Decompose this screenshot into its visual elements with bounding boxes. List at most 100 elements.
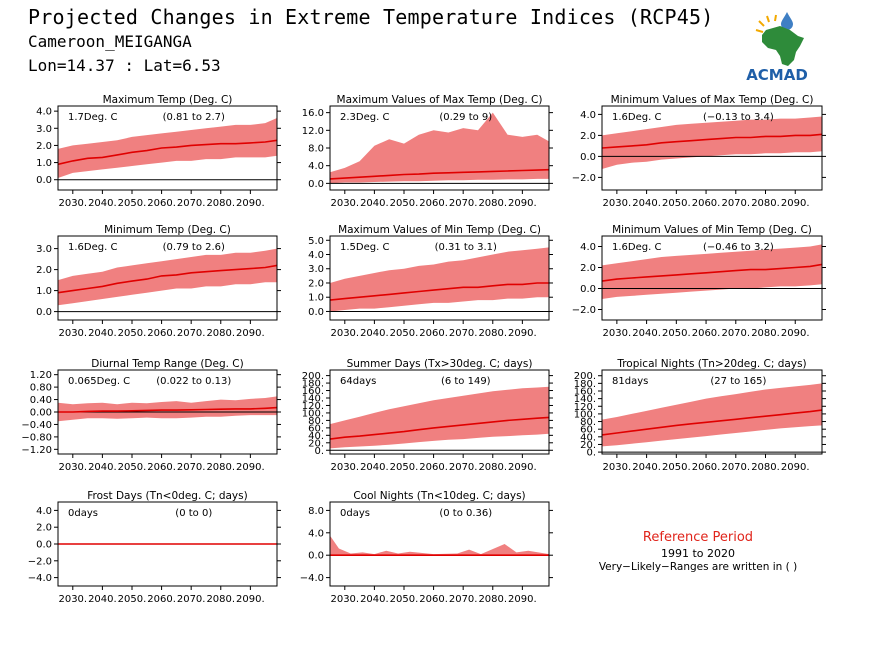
station-coordinates: Lon=14.37 : Lat=6.53 <box>28 56 221 75</box>
mean-change-label: 64days <box>340 376 376 387</box>
chart-title: Diurnal Temp Range (Deg. C) <box>91 358 243 370</box>
range-label: (0.81 to 2.7) <box>163 112 225 123</box>
y-tick-label: 8.0 <box>308 144 324 155</box>
x-tick-label: 2060. <box>147 462 176 473</box>
x-tick-label: 2050. <box>118 594 147 605</box>
chart-title: Maximum Values of Max Temp (Deg. C) <box>337 94 543 106</box>
x-tick-label: 2040. <box>632 198 661 209</box>
range-band <box>602 116 822 169</box>
y-tick-label: −0.80 <box>21 432 52 443</box>
x-tick-label: 2050. <box>118 462 147 473</box>
x-tick-label: 2030. <box>58 594 87 605</box>
x-tick-label: 2050. <box>662 462 691 473</box>
mean-change-label: 2.3Deg. C <box>340 112 389 123</box>
chart-panel: 0.0 1.0 2.0 3.0 4.0 2030. 2040. 2050. 2060. 2070.… <box>36 94 281 209</box>
y-tick-label: 120. <box>302 401 324 412</box>
mean-change-label: 1.7Deg. C <box>68 112 117 123</box>
x-tick-label: 2050. <box>390 462 419 473</box>
y-tick-label: 160. <box>574 387 596 398</box>
y-tick-label: 3.0 <box>36 244 52 255</box>
chart-panel: 0.20.40.60.80.100.120.140.160.180.200. 20… <box>302 358 553 473</box>
x-tick-label: 2080. <box>206 594 235 605</box>
y-tick-label: 12.0 <box>302 126 324 137</box>
median-line <box>601 409 823 436</box>
x-tick-label: 2060. <box>147 198 176 209</box>
range-band <box>58 396 277 422</box>
x-tick-label: 2040. <box>360 328 389 339</box>
median-line <box>601 263 823 282</box>
x-tick-label: 2080. <box>751 198 780 209</box>
x-tick-label: 2030. <box>603 328 632 339</box>
y-tick-label: 0.0 <box>36 307 52 318</box>
x-tick-label: 2070. <box>177 594 206 605</box>
x-tick-label: 2090. <box>236 462 265 473</box>
chart-title: Minimum Values of Min Temp (Deg. C) <box>612 224 812 236</box>
range-band <box>330 247 549 312</box>
mean-change-label: 0days <box>68 508 98 519</box>
x-tick-label: 2090. <box>781 198 810 209</box>
median-line <box>57 264 278 294</box>
x-tick-label: 2040. <box>88 328 117 339</box>
x-tick-label: 2070. <box>721 462 750 473</box>
plot-frame <box>329 501 550 587</box>
x-tick-label: 2040. <box>88 462 117 473</box>
y-tick-label: 0.0 <box>580 152 596 163</box>
x-tick-label: 2050. <box>390 198 419 209</box>
x-tick-label: 2060. <box>419 198 448 209</box>
x-tick-label: 2030. <box>330 594 359 605</box>
x-tick-label: 2060. <box>419 462 448 473</box>
x-tick-label: 2040. <box>88 594 117 605</box>
range-band <box>330 112 549 184</box>
y-tick-label: 80. <box>308 416 324 427</box>
y-tick-label: 1.0 <box>36 286 52 297</box>
chart-panel: 0.0 1.0 2.0 3.0 2030. 2040. 2050. 2060. 2070. 208… <box>36 224 281 339</box>
y-tick-label: 180. <box>302 379 324 390</box>
y-tick-label: 1.20 <box>30 370 52 381</box>
station-name: Cameroon_MEIGANGA <box>28 32 192 51</box>
y-tick-label: 1.0 <box>308 293 324 304</box>
x-tick-label: 2040. <box>360 198 389 209</box>
chart-title: Minimum Values of Max Temp (Deg. C) <box>611 94 814 106</box>
x-tick-label: 2040. <box>360 594 389 605</box>
x-tick-label: 2030. <box>603 462 632 473</box>
x-tick-label: 2030. <box>330 198 359 209</box>
y-tick-label: −2.0 <box>28 556 52 567</box>
y-tick-label: 4.0 <box>36 506 52 517</box>
x-tick-label: 2040. <box>632 328 661 339</box>
x-tick-label: 2080. <box>206 328 235 339</box>
y-tick-label: 5.0 <box>308 236 324 247</box>
y-tick-label: 0.0 <box>308 307 324 318</box>
y-tick-label: 0.0 <box>308 551 324 562</box>
x-tick-label: 2060. <box>419 328 448 339</box>
y-tick-label: 120. <box>574 402 596 413</box>
y-tick-label: 100. <box>302 408 324 419</box>
x-tick-label: 2080. <box>206 198 235 209</box>
x-tick-label: 2060. <box>419 594 448 605</box>
x-tick-label: 2090. <box>508 594 537 605</box>
y-tick-label: 4.0 <box>308 250 324 261</box>
y-tick-label: 2.0 <box>580 131 596 142</box>
y-tick-label: 4.0 <box>580 110 596 121</box>
y-tick-label: 3.0 <box>36 124 52 135</box>
x-tick-label: 2090. <box>236 198 265 209</box>
sun-rays-icon <box>755 14 777 33</box>
africa-map-icon <box>762 26 804 66</box>
y-tick-label: 40. <box>580 432 596 443</box>
x-tick-label: 2080. <box>478 328 507 339</box>
chart-panel: −1.20 −0.80−0.400.00 0.400.80 1.20 2030. 2040… <box>21 358 281 473</box>
x-tick-label: 2070. <box>177 198 206 209</box>
x-tick-label: 2090. <box>236 328 265 339</box>
y-tick-label: 40. <box>308 431 324 442</box>
y-tick-label: −1.20 <box>21 445 52 456</box>
y-tick-label: 4.0 <box>36 107 52 118</box>
reference-period-title: Reference Period <box>642 530 754 545</box>
x-tick-label: 2070. <box>449 198 478 209</box>
y-tick-label: 4.0 <box>580 242 596 253</box>
chart-panel: 0.0 4.0 8.0 12.0 16.0 2030. 2040. 2050. 2060. 207… <box>302 94 553 209</box>
range-label: (27 to 165) <box>710 376 766 387</box>
x-tick-label: 2060. <box>692 462 721 473</box>
median-line <box>601 133 823 149</box>
x-tick-label: 2030. <box>58 462 87 473</box>
